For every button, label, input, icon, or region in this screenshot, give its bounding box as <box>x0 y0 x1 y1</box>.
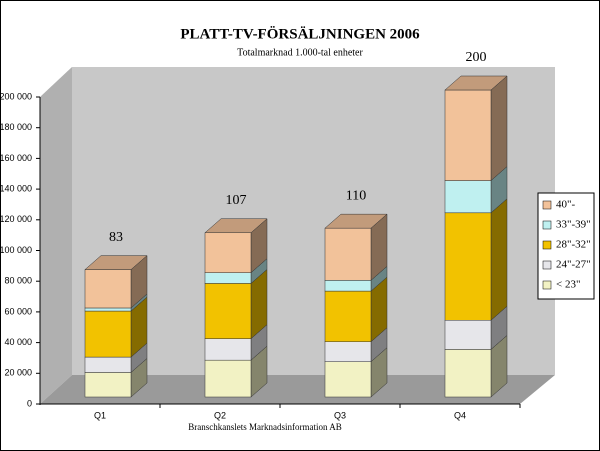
bar-side <box>490 198 508 321</box>
legend-label: 24"-27" <box>556 259 591 271</box>
legend-swatch <box>542 260 552 270</box>
bar-top <box>324 213 388 229</box>
bar-side <box>490 75 508 182</box>
legend-label: 28"-32" <box>556 239 591 251</box>
legend-swatch <box>542 240 552 250</box>
bar <box>84 372 132 398</box>
floor <box>40 375 555 404</box>
legend-label: < 23" <box>556 279 580 291</box>
total-label: 110 <box>346 188 366 203</box>
bar <box>324 227 372 281</box>
bar <box>84 269 132 309</box>
bar <box>204 359 252 398</box>
back-wall <box>72 67 555 375</box>
bar <box>444 89 492 181</box>
y-tick-label: 200 000 <box>0 91 32 101</box>
y-tick-label: 140 000 <box>0 183 32 193</box>
y-tick-label: 60 000 <box>4 306 32 316</box>
x-tick-label: Q3 <box>334 410 346 420</box>
bar <box>444 320 492 350</box>
bar <box>324 341 372 362</box>
x-tick-label: Q2 <box>214 410 226 420</box>
bar <box>444 212 492 321</box>
bar <box>204 338 252 361</box>
legend-label: 33"-39" <box>556 219 591 231</box>
y-tick-label: 180 000 <box>0 122 32 132</box>
x-axis-label: Branschkanslets Marknadsinformation AB <box>188 422 341 432</box>
chart-title: PLATT-TV-FÖRSÄLJNINGEN 2006 <box>180 25 420 42</box>
bar <box>204 283 252 339</box>
bar-top <box>84 255 148 270</box>
y-tick-label: 120 000 <box>0 214 32 224</box>
bar <box>324 280 372 292</box>
y-tick-label: 20 000 <box>4 368 32 378</box>
bar-top <box>444 75 508 91</box>
y-tick-label: 80 000 <box>4 276 32 286</box>
chart-subtitle: Totalmarknad 1.000-tal enheter <box>237 47 363 58</box>
total-label: 200 <box>466 50 487 65</box>
bar <box>204 272 252 284</box>
legend-swatch <box>542 220 552 230</box>
legend-swatch <box>542 280 552 290</box>
bar <box>444 180 492 214</box>
bar <box>324 290 372 342</box>
bar <box>444 349 492 398</box>
legend-swatch <box>542 200 552 210</box>
x-tick-label: Q1 <box>94 410 106 420</box>
bar <box>84 356 132 373</box>
side-wall <box>40 67 72 404</box>
bar <box>84 310 132 358</box>
total-label: 83 <box>109 230 123 245</box>
bar <box>204 232 252 273</box>
y-tick-label: 40 000 <box>4 337 32 347</box>
legend-label: 40"- <box>556 199 575 211</box>
bar <box>324 361 372 398</box>
total-label: 107 <box>226 193 247 208</box>
bar-top <box>204 218 268 234</box>
y-tick-label: 160 000 <box>0 153 32 163</box>
bar <box>84 307 132 312</box>
y-tick-label: 100 000 <box>0 245 32 255</box>
y-tick-label: 0 <box>27 398 32 408</box>
x-tick-label: Q4 <box>454 410 466 420</box>
